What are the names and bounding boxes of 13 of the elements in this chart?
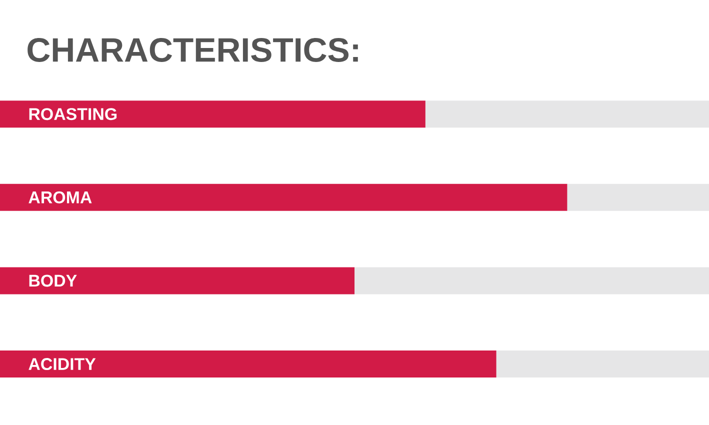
- bar: [354, 267, 709, 294]
- bar: [0, 100, 426, 128]
- bar: [425, 100, 709, 128]
- bar: [0, 267, 355, 294]
- bar: [0, 184, 568, 211]
- bar: [0, 350, 496, 378]
- y-tick-label: BODY: [29, 274, 77, 287]
- bar: [496, 350, 709, 378]
- y-tick-label: ACIDITY: [28, 358, 96, 370]
- y-tick-label: ROASTING: [29, 108, 117, 120]
- bar: [567, 184, 709, 211]
- chart-title: CHARACTERISTICS:: [28, 38, 358, 62]
- y-tick-label: AROMA: [28, 191, 92, 204]
